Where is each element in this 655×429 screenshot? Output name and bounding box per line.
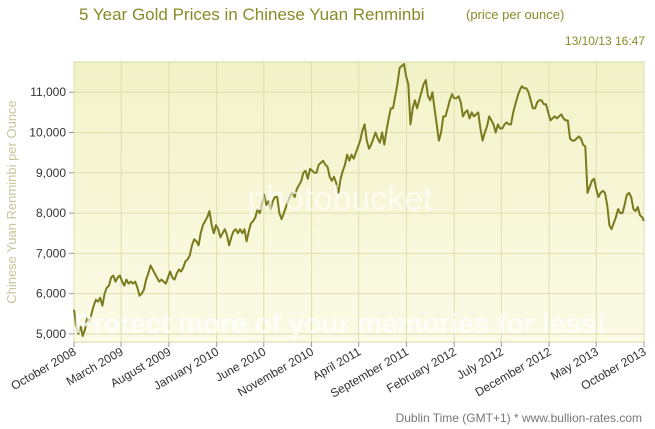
y-tick-label: 7,000	[36, 246, 66, 260]
watermark-logo: photobucket	[247, 180, 433, 218]
y-tick-label: 5,000	[36, 327, 66, 341]
y-tick-label: 6,000	[36, 287, 66, 301]
chart-title: 5 Year Gold Prices in Chinese Yuan Renmi…	[79, 5, 425, 24]
y-axis-ticks: 5,000 6,000 7,000 8,000 9,000 10,000 11,000	[29, 85, 74, 341]
chart-subtitle: (price per ounce)	[466, 7, 564, 22]
footer-text: Dublin Time (GMT+1) * www.bullion-rates.…	[396, 411, 642, 425]
y-tick-label: 10,000	[29, 126, 66, 140]
series-line	[73, 63, 645, 337]
y-tick-label: 11,000	[30, 85, 66, 99]
grid	[73, 62, 645, 342]
chart-timestamp: 13/10/13 16:47	[565, 34, 645, 48]
y-tick-label: 9,000	[36, 166, 66, 180]
y-tick-label: 8,000	[36, 206, 66, 220]
watermark-tagline: Protect more of your memories for less!	[74, 308, 606, 339]
y-axis-label: Chinese Yuan Renminbi per Ounce	[4, 100, 19, 304]
